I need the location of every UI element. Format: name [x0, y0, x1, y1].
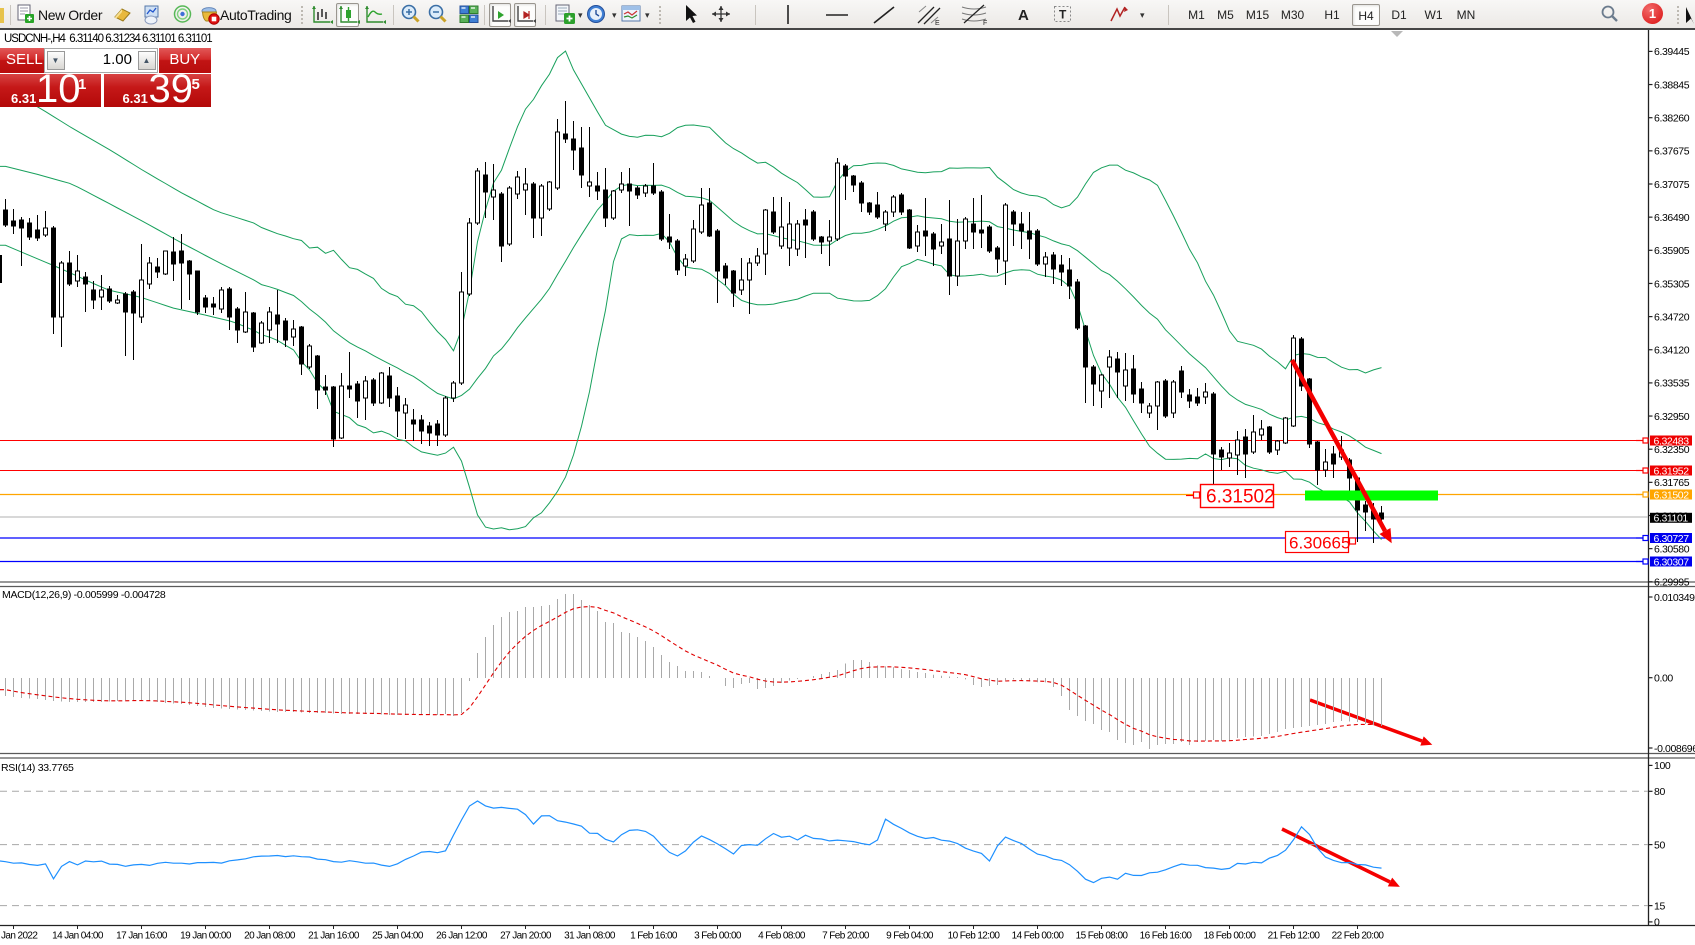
svg-text:Jan 2022: Jan 2022: [1, 931, 38, 942]
svg-text:6.31502: 6.31502: [1654, 489, 1690, 501]
svg-text:18 Feb 00:00: 18 Feb 00:00: [1204, 931, 1257, 942]
svg-text:16 Feb 16:00: 16 Feb 16:00: [1140, 931, 1193, 942]
svg-text:6.34720: 6.34720: [1654, 311, 1690, 323]
svg-text:RSI(14) 33.7765: RSI(14) 33.7765: [1, 762, 74, 774]
svg-text:17 Jan 16:00: 17 Jan 16:00: [116, 931, 168, 942]
svg-text:27 Jan 20:00: 27 Jan 20:00: [500, 931, 552, 942]
svg-text:6.30665: 6.30665: [1289, 534, 1350, 553]
svg-text:6.37075: 6.37075: [1654, 179, 1690, 191]
svg-text:-0.008696: -0.008696: [1654, 743, 1695, 755]
svg-text:25 Jan 04:00: 25 Jan 04:00: [372, 931, 424, 942]
svg-text:15 Feb 08:00: 15 Feb 08:00: [1076, 931, 1129, 942]
svg-text:21 Feb 12:00: 21 Feb 12:00: [1268, 931, 1321, 942]
svg-text:80: 80: [1654, 786, 1665, 798]
svg-text:T: T: [1059, 8, 1067, 22]
svg-text:6.31502: 6.31502: [1206, 487, 1275, 508]
svg-text:6.35905: 6.35905: [1654, 245, 1690, 257]
svg-text:6.38260: 6.38260: [1654, 113, 1690, 125]
svg-text:26 Jan 12:00: 26 Jan 12:00: [436, 931, 488, 942]
svg-text:3 Feb 00:00: 3 Feb 00:00: [694, 931, 742, 942]
svg-text:6.34120: 6.34120: [1654, 345, 1690, 357]
svg-text:6.35305: 6.35305: [1654, 278, 1690, 290]
svg-text:F: F: [983, 20, 987, 27]
svg-text:14 Jan 04:00: 14 Jan 04:00: [52, 931, 104, 942]
svg-text:6.30727: 6.30727: [1654, 533, 1690, 545]
svg-text:6.29995: 6.29995: [1654, 577, 1690, 589]
svg-text:6.32950: 6.32950: [1654, 411, 1690, 423]
svg-text:31 Jan 08:00: 31 Jan 08:00: [564, 931, 616, 942]
svg-text:15: 15: [1654, 900, 1665, 912]
svg-text:14 Feb 00:00: 14 Feb 00:00: [1012, 931, 1065, 942]
svg-text:4 Feb 08:00: 4 Feb 08:00: [758, 931, 806, 942]
svg-text:9 Feb 04:00: 9 Feb 04:00: [886, 931, 934, 942]
svg-text:0: 0: [1654, 917, 1660, 929]
svg-text:20 Jan 08:00: 20 Jan 08:00: [244, 931, 296, 942]
svg-text:6.38845: 6.38845: [1654, 79, 1690, 91]
svg-text:7 Feb 20:00: 7 Feb 20:00: [822, 931, 870, 942]
svg-text:6.31952: 6.31952: [1654, 465, 1690, 477]
svg-text:0.00: 0.00: [1654, 673, 1673, 685]
svg-text:6.39445: 6.39445: [1654, 46, 1690, 58]
svg-text:6.32350: 6.32350: [1654, 444, 1690, 456]
svg-text:6.36490: 6.36490: [1654, 212, 1690, 224]
svg-text:6.37675: 6.37675: [1654, 146, 1690, 158]
svg-text:100: 100: [1654, 760, 1671, 772]
svg-text:21 Jan 16:00: 21 Jan 16:00: [308, 931, 360, 942]
svg-text:1 Feb 16:00: 1 Feb 16:00: [630, 931, 678, 942]
svg-text:10 Feb 12:00: 10 Feb 12:00: [948, 931, 1001, 942]
svg-text:MACD(12,26,9) -0.005999 -0.004: MACD(12,26,9) -0.005999 -0.004728: [2, 589, 166, 601]
svg-text:6.30307: 6.30307: [1654, 556, 1690, 568]
svg-text:6.31765: 6.31765: [1654, 477, 1690, 489]
svg-text:6.33535: 6.33535: [1654, 378, 1690, 390]
svg-text:22 Feb 20:00: 22 Feb 20:00: [1332, 931, 1385, 942]
svg-text:E: E: [935, 20, 940, 27]
svg-text:6.32483: 6.32483: [1654, 435, 1690, 447]
svg-text:0.010349: 0.010349: [1654, 592, 1695, 604]
svg-text:19 Jan 00:00: 19 Jan 00:00: [180, 931, 232, 942]
svg-text:50: 50: [1654, 839, 1665, 851]
svg-text:6.30580: 6.30580: [1654, 543, 1690, 555]
svg-text:6.31101: 6.31101: [1654, 513, 1689, 525]
